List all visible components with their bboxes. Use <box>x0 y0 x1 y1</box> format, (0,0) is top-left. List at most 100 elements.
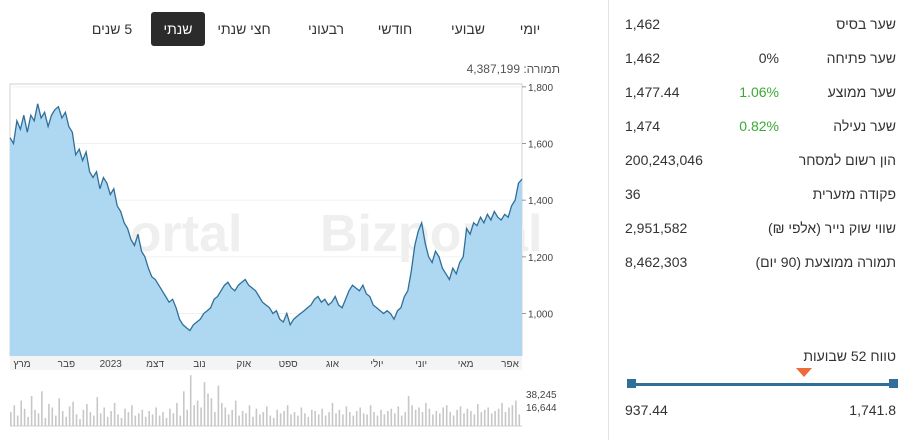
y-tick-label: 1,000 <box>528 310 553 321</box>
volume-bar <box>186 409 188 426</box>
month-label: אוג <box>326 359 340 370</box>
stat-row: 1,462 שער בסיס <box>609 16 905 38</box>
volume-bar <box>428 408 431 426</box>
volume-bar <box>255 408 258 426</box>
month-label: מאי <box>458 359 474 370</box>
volume-bar <box>359 407 361 426</box>
volume-bar <box>238 415 240 426</box>
volume-bar <box>331 402 334 426</box>
volume-bar <box>407 396 410 426</box>
volume-bar <box>221 402 223 426</box>
stat-row: 36 פקודה מזערית <box>609 186 905 208</box>
y-tick-label: 1,200 <box>528 253 553 264</box>
stat-row: 2,951,582 שווי שוק נייר (אלפי ₪) <box>609 220 905 242</box>
stat-label: שווי שוק נייר (אלפי ₪) <box>767 220 896 236</box>
volume-bar <box>131 405 133 426</box>
volume-bar <box>10 412 12 426</box>
volume-bar <box>155 407 157 426</box>
tab-6[interactable]: שנתי <box>151 12 205 46</box>
volume-bar <box>404 412 406 426</box>
volume-value: 4,387,199 <box>466 62 520 76</box>
month-label: יוני <box>415 359 427 370</box>
tab-3[interactable]: חודשי <box>377 21 413 37</box>
volume-bar <box>511 405 514 426</box>
volume-bar <box>37 413 40 426</box>
volume-bar <box>390 408 393 426</box>
volume-bar <box>138 413 140 426</box>
volume-bar <box>387 411 389 426</box>
volume-bar <box>207 393 209 426</box>
tab-5[interactable]: חצי שנתי <box>217 21 271 37</box>
range-52w-title: טווח 52 שבועות <box>803 348 896 364</box>
volume-bar <box>369 405 372 426</box>
stat-value: 1,477.44 <box>625 84 680 100</box>
stat-value: 1,474 <box>625 118 661 134</box>
volume-bar <box>266 406 268 426</box>
volume-bar <box>335 413 337 426</box>
tab-1[interactable]: יומי <box>519 21 541 37</box>
volume-bar <box>362 413 365 426</box>
stat-value: 1,462 <box>625 16 661 32</box>
volume-bar <box>376 415 379 426</box>
volume-bar <box>176 402 178 426</box>
volume-bar <box>55 415 57 426</box>
volume-bar <box>16 415 19 426</box>
volume-bar <box>141 409 144 426</box>
volume-bar <box>27 416 29 426</box>
volume-bar <box>445 405 448 426</box>
volume-bar <box>518 414 521 426</box>
y-tick-label: 1,400 <box>528 196 553 207</box>
volume-bar <box>65 416 67 426</box>
volume-bar <box>162 412 164 426</box>
volume-bar <box>515 400 517 426</box>
volume-bar <box>23 408 26 426</box>
volume-bar <box>276 409 278 426</box>
volume-bar <box>293 412 296 426</box>
volume-bar <box>196 400 199 426</box>
volume-bar <box>179 415 182 426</box>
tab-4[interactable]: רבעוני <box>307 21 345 37</box>
volume-bar <box>470 411 472 426</box>
stat-label: תמורה ממוצעת (90 יום) <box>755 254 896 270</box>
tab-2[interactable]: שבועי <box>450 21 485 37</box>
stat-value: 200,243,046 <box>625 152 703 168</box>
volume-bar <box>262 412 265 426</box>
range-52w-high: 1,741.8 <box>849 402 896 418</box>
volume-bar <box>148 411 150 426</box>
volume-bar <box>13 405 16 426</box>
month-label: דצמ <box>146 359 164 370</box>
volume-bar <box>473 414 476 426</box>
volume-bar <box>342 414 344 426</box>
volume-bar <box>113 402 116 426</box>
month-label: ספט <box>279 359 299 370</box>
volume-bar <box>259 414 261 426</box>
volume-bar <box>134 415 137 426</box>
stats-panel: 1,462 שער בסיס 1,462 שער פתיחה 0% 1,477.44 שער… <box>608 0 905 440</box>
volume-bar <box>34 409 36 426</box>
volume-bar <box>93 415 95 426</box>
volume-bar <box>48 404 50 426</box>
volume-bar <box>151 414 154 426</box>
volume-tick-label: 38,245 <box>526 390 557 401</box>
stat-change-pct: 0% <box>758 50 779 66</box>
volume-bar <box>245 413 247 426</box>
volume-bar <box>452 415 455 426</box>
volume-bar <box>435 411 438 426</box>
volume-bar <box>425 402 427 426</box>
volume-bar <box>411 405 413 426</box>
volume-bar <box>432 414 434 426</box>
volume-bar <box>61 411 64 426</box>
stat-label: פקודה מזערית <box>812 186 896 202</box>
volume-bar <box>106 416 109 426</box>
volume-bar <box>99 413 102 426</box>
tab-7[interactable]: 5 שנים <box>91 21 133 37</box>
volume-bar <box>283 411 285 426</box>
volume-bar <box>338 409 341 426</box>
y-tick-label: 1,800 <box>528 83 553 94</box>
volume-bar <box>504 412 507 426</box>
volume-bar <box>483 409 486 426</box>
stat-value: 1,462 <box>625 50 661 66</box>
volume-bar <box>41 391 43 426</box>
volume-bar <box>459 406 462 426</box>
volume-bar <box>324 415 327 426</box>
